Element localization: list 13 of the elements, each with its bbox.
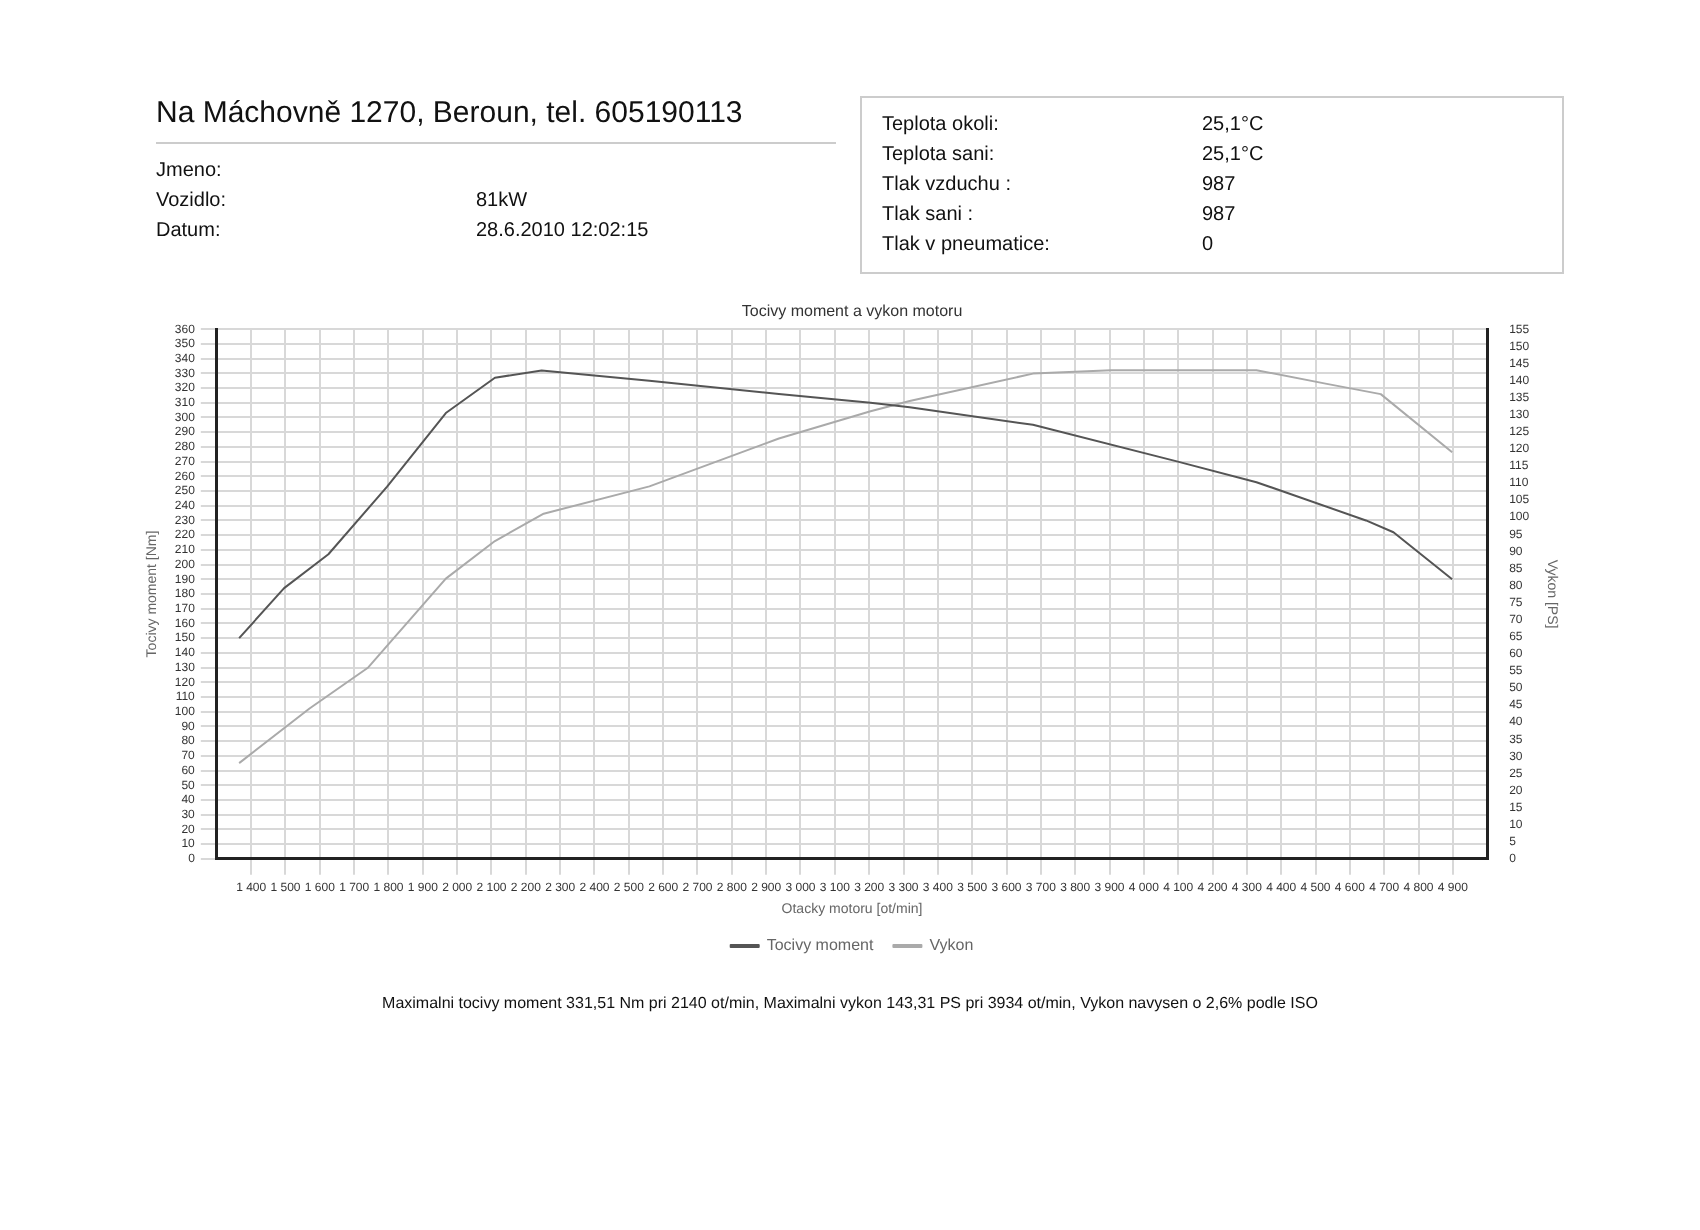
text: Tlak sani : 987 [882,204,1236,226]
legend-label: Vykon [929,936,974,955]
text: Na Máchovně 1270, Beroun, tel. 605190113 [156,96,836,144]
text: Datum: 28.6.2010 12:02:15 [156,220,649,242]
text: Maximalni tocivy moment 331,51 Nm pri 2140 ot/min, Maximalni vykon 143,31 PS pri 3934 ot/min, Vykon navysen o 2,6% podle ISO [380,994,1320,1012]
text: Tlak vzduchu : 987 [882,174,1236,196]
text: Jmeno: [156,158,224,186]
text: Tlak v pneumatice: 0 [882,234,1214,256]
text: Vozidlo: 81kW [156,190,528,212]
legend-label: Tocivy moment [766,936,875,955]
text: Teplota sani: 25,1°C [882,144,1264,166]
text: Teplota okoli: 25,1°C [882,114,1264,136]
chart-title: Tocivy moment a vykon motoru [741,302,963,321]
